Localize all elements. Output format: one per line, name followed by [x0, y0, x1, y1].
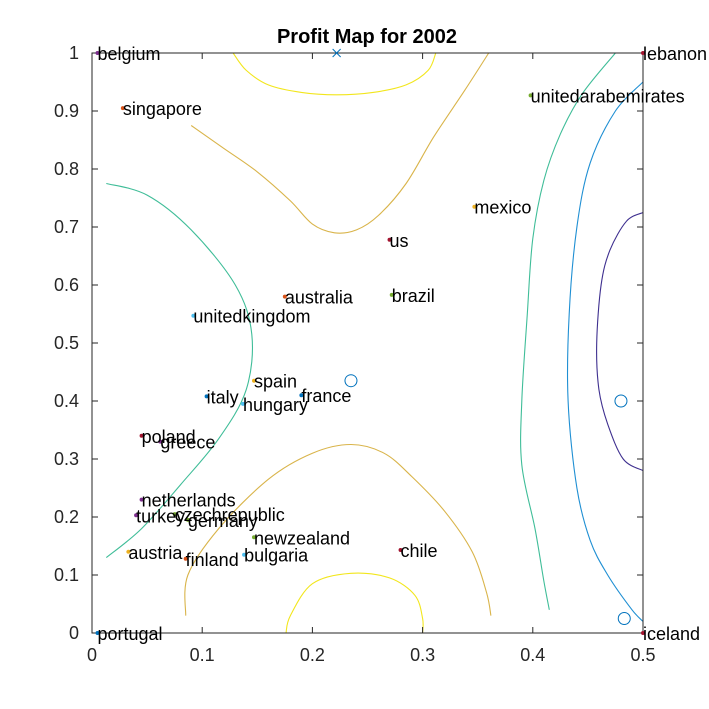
point-chile: [398, 548, 403, 553]
point-poland: [139, 433, 144, 438]
point-us: [387, 237, 392, 242]
point-label-italy: italy: [207, 387, 239, 407]
contours-layer: [105, 53, 643, 633]
point-label-germany: germany: [188, 511, 258, 531]
y-tick-label: 0.7: [54, 217, 79, 237]
point-label-chile: chile: [401, 541, 438, 561]
center-x-stroke-b: [332, 48, 341, 58]
point-labels: belgium singapore lebanon unitedarabemirate…: [98, 44, 708, 644]
y-axis-ticks: 0 0.1 0.2 0.3 0.4 0.5 0.6 0.7 0.8 0.9 1: [54, 43, 643, 643]
center-circle-2: [614, 394, 628, 408]
point-finland: [183, 556, 188, 561]
point-label-czechrepublic: czechrepublic: [175, 505, 285, 525]
y-tick-label: 1: [69, 43, 79, 63]
point-newzealand: [251, 535, 256, 540]
point-greece: [158, 439, 163, 444]
point-label-unitedarabemirates: unitedarabemirates: [531, 86, 685, 106]
point-label-greece: greece: [160, 433, 215, 453]
point-austria: [126, 549, 131, 554]
point-label-poland: poland: [142, 427, 196, 447]
x-tick-label: 0.2: [300, 645, 325, 665]
y-tick-label: 0.3: [54, 449, 79, 469]
y-tick-label: 0.9: [54, 101, 79, 121]
point-label-us: us: [390, 231, 409, 251]
point-turkey: [134, 513, 139, 518]
contour-yellow-top: [232, 53, 437, 96]
point-portugal: [95, 631, 100, 635]
x-tick-label: 0.3: [410, 645, 435, 665]
point-label-singapore: singapore: [123, 99, 202, 119]
point-label-newzealand: newzealand: [254, 528, 350, 548]
contour-orange-top: [190, 53, 490, 234]
y-tick-label: 0.8: [54, 159, 79, 179]
y-tick-label: 0.4: [54, 391, 79, 411]
cluster-centers: [332, 48, 631, 625]
y-tick-label: 0.1: [54, 565, 79, 585]
point-label-spain: spain: [254, 372, 297, 392]
point-unitedarabemirates: [528, 93, 533, 98]
point-mexico: [472, 204, 477, 209]
point-label-iceland: iceland: [643, 624, 700, 644]
point-brazil: [389, 292, 394, 297]
contour-blue: [566, 81, 643, 622]
point-spain: [251, 378, 256, 383]
data-points: [95, 51, 645, 635]
x-tick-label: 0: [87, 645, 97, 665]
center-circle-3: [617, 612, 631, 625]
point-australia: [282, 294, 287, 299]
point-label-portugal: portugal: [98, 624, 163, 644]
point-label-unitedkingdom: unitedkingdom: [193, 307, 310, 327]
point-czechrepublic: [172, 512, 177, 517]
contour-yellow-bottom: [285, 572, 424, 633]
point-unitedkingdom: [191, 313, 196, 318]
point-netherlands: [139, 497, 144, 502]
x-tick-label: 0.5: [630, 645, 655, 665]
point-label-france: france: [301, 386, 351, 406]
point-label-austria: austria: [128, 543, 183, 563]
point-label-hungary: hungary: [243, 395, 308, 415]
y-tick-label: 0: [69, 623, 79, 643]
point-label-bulgaria: bulgaria: [244, 546, 309, 566]
point-belgium: [95, 51, 100, 55]
contour-green-left: [105, 182, 254, 559]
point-italy: [204, 394, 209, 399]
point-bulgaria: [242, 552, 247, 557]
contour-green-right: [520, 53, 616, 610]
point-hungary: [240, 401, 245, 406]
point-label-belgium: belgium: [98, 44, 161, 64]
y-tick-label: 0.5: [54, 333, 79, 353]
y-tick-label: 0.6: [54, 275, 79, 295]
center-circle-1: [344, 374, 358, 388]
y-tick-label: 0.2: [54, 507, 79, 527]
x-axis-ticks: 0 0.1 0.2 0.3 0.4 0.5: [87, 53, 656, 665]
x-tick-label: 0.1: [190, 645, 215, 665]
point-label-mexico: mexico: [474, 198, 531, 218]
point-label-turkey: turkey: [136, 506, 185, 526]
point-label-lebanon: lebanon: [643, 44, 707, 64]
point-iceland: [641, 631, 645, 635]
point-lebanon: [641, 51, 645, 55]
point-label-netherlands: netherlands: [142, 491, 236, 511]
chart-title: Profit Map for 2002: [277, 26, 457, 48]
point-label-finland: finland: [186, 550, 239, 570]
point-singapore: [120, 106, 125, 111]
point-label-brazil: brazil: [392, 286, 435, 306]
contour-navy: [596, 211, 643, 472]
point-germany: [185, 517, 190, 522]
x-tick-label: 0.4: [520, 645, 545, 665]
contour-orange-bottom: [184, 443, 492, 616]
center-x-marker: [332, 48, 341, 58]
point-label-australia: australia: [285, 288, 354, 308]
point-france: [299, 393, 304, 398]
